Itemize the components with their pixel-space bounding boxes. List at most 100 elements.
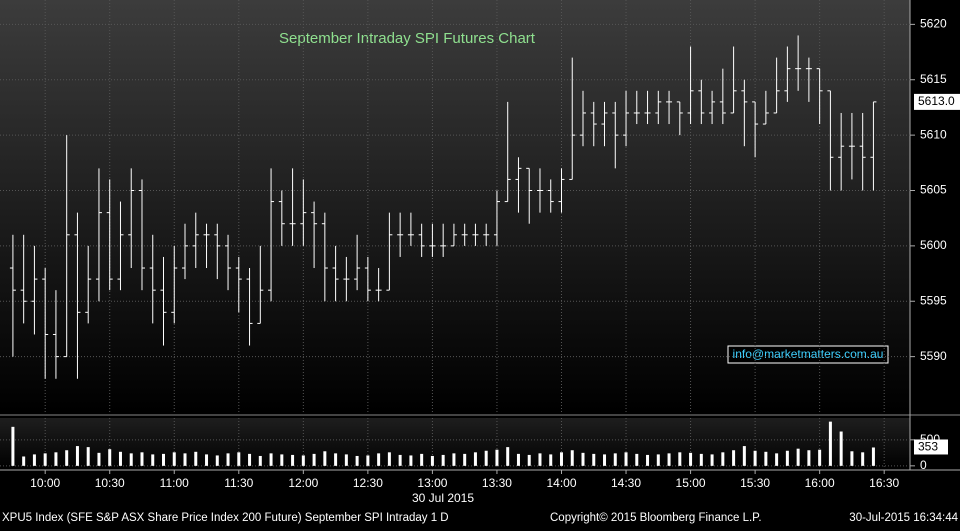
volume-bar — [839, 431, 843, 466]
volume-bar — [248, 453, 252, 466]
volume-bar — [183, 453, 187, 466]
volume-bar — [732, 450, 736, 466]
volume-bar — [269, 453, 273, 466]
volume-bar — [205, 454, 209, 466]
volume-bar — [624, 452, 628, 466]
volume-bar — [796, 448, 800, 466]
volume-bar — [689, 452, 693, 466]
x-tick-label: 12:30 — [353, 476, 383, 490]
volume-bar — [301, 455, 305, 466]
volume-bar — [108, 449, 112, 466]
volume-bar — [484, 450, 488, 466]
volume-bar — [516, 453, 520, 466]
volume-bar — [506, 447, 510, 466]
volume-bar — [538, 453, 542, 466]
volume-bar — [334, 453, 338, 466]
volume-tick-label: 0 — [920, 458, 927, 472]
volume-bar — [764, 451, 768, 466]
date-label: 30 Jul 2015 — [412, 491, 474, 505]
volume-bar — [11, 426, 15, 466]
volume-bar — [323, 451, 327, 466]
volume-bar — [592, 453, 596, 466]
volume-bar — [807, 450, 811, 466]
x-tick-label: 14:30 — [611, 476, 641, 490]
volume-bar — [549, 454, 553, 466]
x-tick-label: 15:00 — [676, 476, 706, 490]
volume-bar — [656, 454, 660, 466]
volume-bar — [603, 454, 607, 466]
volume-bar — [667, 453, 671, 466]
x-tick-label: 13:00 — [417, 476, 447, 490]
last-volume-box — [914, 439, 948, 455]
volume-bar — [161, 453, 165, 466]
y-tick-label: 5615 — [920, 72, 947, 86]
volume-bar — [635, 453, 639, 466]
volume-bar — [32, 454, 36, 466]
footer-timestamp: 30-Jul-2015 16:34:44 — [849, 512, 958, 524]
volume-bar — [226, 453, 230, 466]
x-tick-label: 15:30 — [740, 476, 770, 490]
volume-bar — [172, 452, 176, 466]
volume-bar — [312, 453, 316, 466]
volume-bar — [398, 454, 402, 466]
volume-bar — [387, 452, 391, 466]
volume-bar — [377, 453, 381, 466]
volume-bar — [86, 447, 90, 466]
volume-bar — [775, 453, 779, 466]
footer-copyright: Copyright© 2015 Bloomberg Finance L.P. — [550, 512, 762, 524]
x-tick-label: 13:30 — [482, 476, 512, 490]
volume-bar — [194, 451, 198, 466]
annotation: info@marketmatters.com.au — [733, 347, 884, 361]
volume-bar — [420, 453, 424, 466]
volume-bar — [215, 455, 219, 466]
volume-bar — [699, 453, 703, 466]
y-tick-label: 5590 — [920, 349, 947, 363]
volume-bar — [430, 455, 434, 466]
x-tick-label: 11:30 — [224, 476, 253, 490]
y-tick-label: 5605 — [920, 183, 947, 197]
y-tick-label: 5610 — [920, 127, 947, 141]
volume-bar — [559, 452, 563, 466]
volume-bar — [613, 453, 617, 466]
annotation-box — [727, 345, 889, 364]
volume-bar — [452, 453, 456, 466]
x-tick-label: 11:00 — [160, 476, 189, 490]
volume-bar — [861, 452, 865, 466]
volume-bar — [678, 452, 682, 466]
volume-bar — [463, 453, 467, 466]
volume-bar — [43, 453, 47, 466]
last-price-label: 5613.0 — [918, 94, 955, 108]
volume-bar — [473, 452, 477, 466]
volume-bar — [742, 446, 746, 466]
volume-bar — [366, 455, 370, 466]
volume-bar — [785, 450, 789, 466]
x-tick-label: 12:00 — [288, 476, 318, 490]
volume-bar — [355, 455, 359, 466]
volume-bar — [721, 452, 725, 466]
volume-bar — [97, 452, 101, 466]
volume-bar — [129, 453, 133, 466]
volume-bar — [570, 450, 574, 466]
volume-bar — [581, 452, 585, 466]
volume-bar — [75, 446, 79, 466]
volume-bar — [237, 452, 241, 466]
volume-bar — [441, 454, 445, 466]
volume-bar — [22, 456, 26, 466]
x-tick-label: 14:00 — [546, 476, 576, 490]
volume-bar — [850, 451, 854, 466]
last-volume-label: 353 — [918, 440, 938, 454]
volume-bar — [710, 454, 714, 466]
volume-bar — [54, 452, 58, 466]
volume-bar — [118, 451, 122, 466]
volume-bar — [646, 454, 650, 466]
footer-security: XPU5 Index (SFE S&P ASX Share Price Inde… — [2, 512, 449, 524]
volume-bar — [280, 454, 284, 466]
footer — [0, 510, 960, 526]
x-tick-label: 16:00 — [805, 476, 835, 490]
y-tick-label: 5600 — [920, 238, 947, 252]
x-tick-label: 10:30 — [95, 476, 125, 490]
y-tick-label: 5620 — [920, 17, 947, 31]
volume-bar — [65, 450, 69, 466]
x-tick-label: 10:00 — [30, 476, 60, 490]
